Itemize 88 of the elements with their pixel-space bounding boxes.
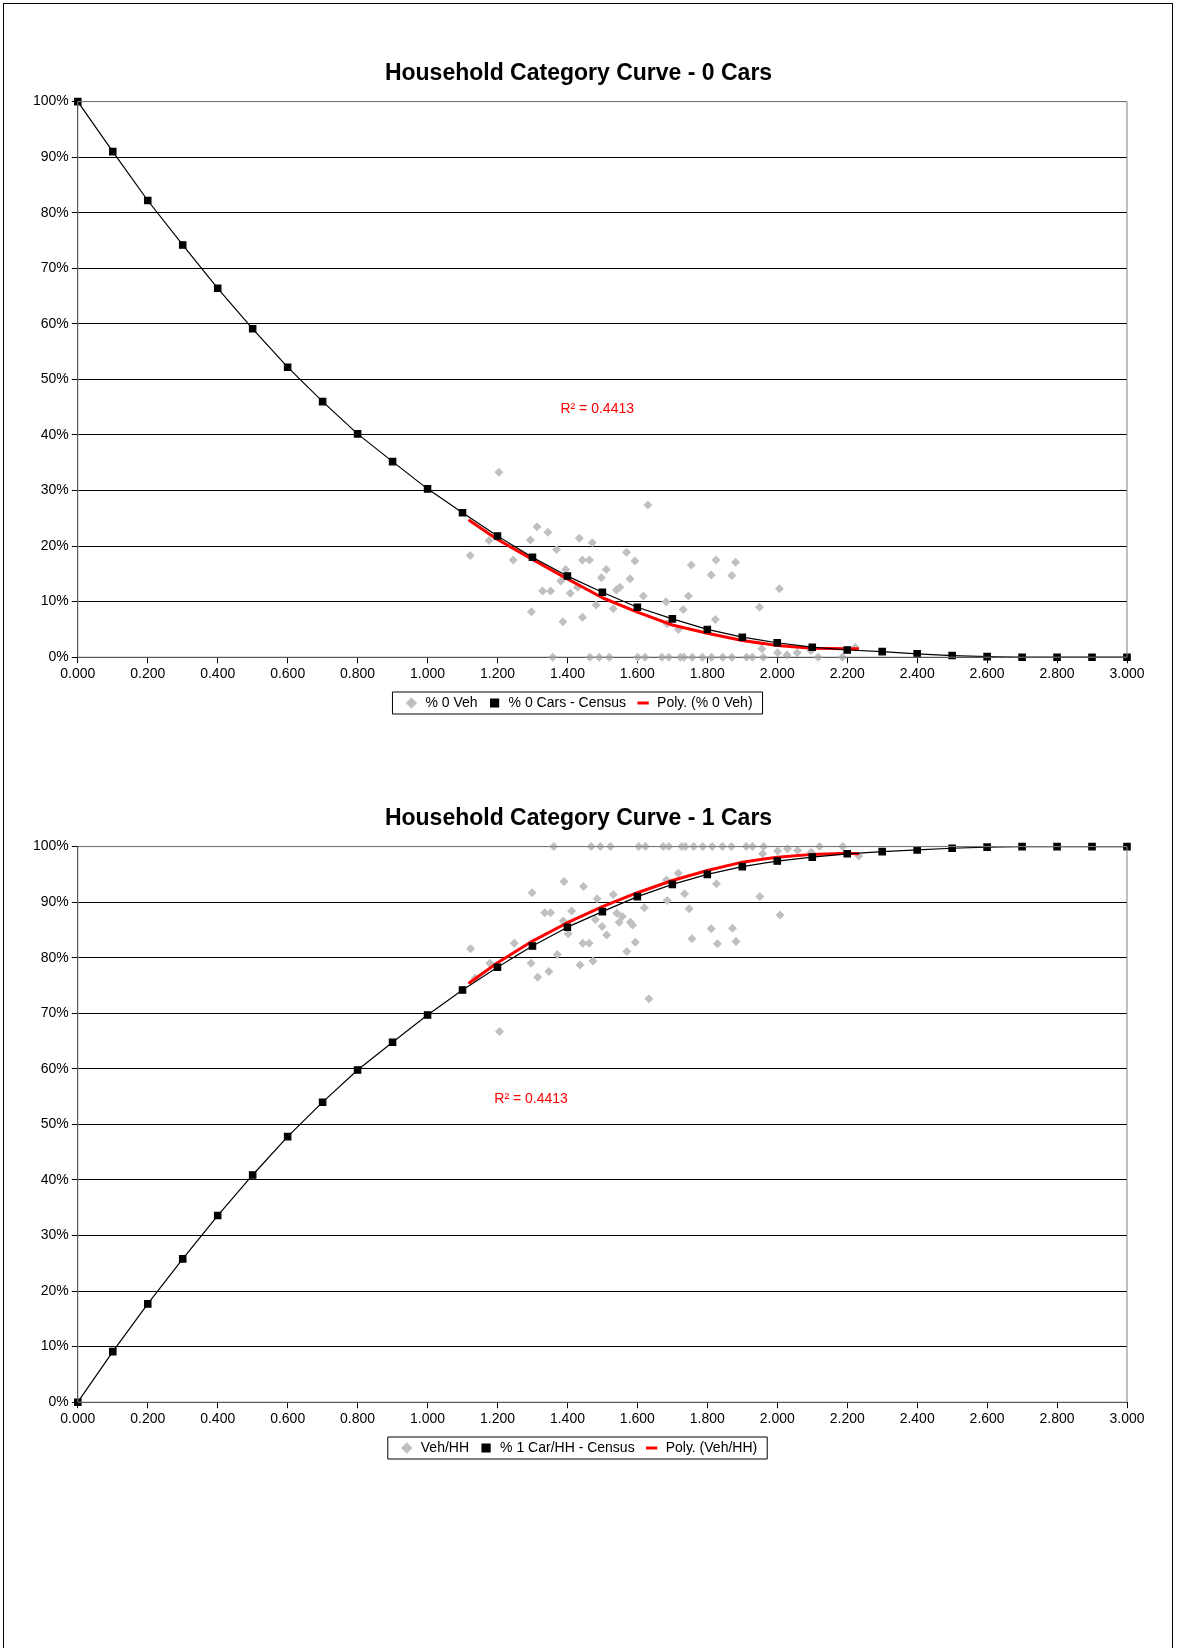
x-tick-label: 0.200 xyxy=(130,665,166,682)
point xyxy=(913,650,921,658)
x-tick-label: 0.400 xyxy=(200,665,236,682)
y-tick-label: 30% xyxy=(40,481,69,498)
y-tick-label: 90% xyxy=(40,893,69,910)
x-tick-label: 2.200 xyxy=(829,665,865,682)
x-tick-label: 0.200 xyxy=(130,1410,166,1427)
y-tick-label: 30% xyxy=(40,1226,69,1243)
legend-label: % 1 Car/HH - Census xyxy=(500,1438,635,1455)
legend-label: Veh/HH xyxy=(420,1438,470,1455)
point xyxy=(703,625,712,634)
x-tick-label: 1.600 xyxy=(619,665,656,682)
y-tick-label: 70% xyxy=(40,259,69,276)
x-tick-label: 2.800 xyxy=(1039,1410,1075,1427)
point xyxy=(773,638,782,647)
y-tick-label: 20% xyxy=(40,536,69,553)
point xyxy=(178,241,187,249)
x-tick-label: 2.600 xyxy=(969,665,1005,682)
point xyxy=(878,647,886,656)
y-tick-label: 0% xyxy=(48,1393,69,1410)
y-tick-label: 10% xyxy=(40,1337,69,1354)
x-tick-label: 1.000 xyxy=(410,1410,446,1427)
x-tick-label: 2.800 xyxy=(1039,665,1075,682)
y-tick-label: 90% xyxy=(40,148,69,165)
point xyxy=(808,643,817,651)
point xyxy=(598,588,607,596)
y-tick-label: 0% xyxy=(48,648,69,665)
y-tick-label: 20% xyxy=(40,1281,69,1298)
x-tick-label: 1.000 xyxy=(410,665,446,682)
x-tick-label: 3.000 xyxy=(1109,665,1145,682)
point xyxy=(738,633,747,641)
x-tick-label: 2.200 xyxy=(829,1410,865,1427)
x-tick-label: 1.200 xyxy=(479,1410,516,1427)
x-tick-label: 0.800 xyxy=(340,1410,376,1427)
point xyxy=(528,553,537,561)
legend-label: Poly. (Veh/HH) xyxy=(665,1438,758,1455)
legend-label: % 0 Cars - Census xyxy=(508,693,627,710)
x-tick-label: 1.400 xyxy=(549,1410,586,1427)
chart-title: Household Category Curve - 1 Cars xyxy=(384,804,773,831)
legend-label: % 0 Veh xyxy=(425,693,478,710)
x-tick-label: 3.000 xyxy=(1109,1410,1145,1427)
y-tick-label: 100% xyxy=(32,92,69,109)
x-tick-label: 1.600 xyxy=(619,1410,656,1427)
x-tick-label: 0.600 xyxy=(270,665,306,682)
point xyxy=(1018,653,1026,661)
point xyxy=(633,603,642,611)
point xyxy=(248,325,257,333)
point xyxy=(843,646,851,654)
point xyxy=(283,363,292,371)
legend-label: Poly. (% 0 Veh) xyxy=(657,693,753,710)
x-tick-label: 2.400 xyxy=(899,1410,935,1427)
annotation: R² = 0.4413 xyxy=(560,399,635,416)
point xyxy=(143,196,152,205)
x-tick-label: 1.400 xyxy=(549,665,586,682)
y-tick-label: 10% xyxy=(40,592,69,609)
x-tick-label: 0.800 xyxy=(340,665,376,682)
x-tick-label: 2.400 xyxy=(899,665,935,682)
point xyxy=(213,284,222,293)
point xyxy=(493,532,502,540)
x-tick-label: 2.000 xyxy=(759,665,795,682)
x-tick-label: 1.200 xyxy=(479,665,516,682)
point xyxy=(668,615,677,623)
y-tick-label: 70% xyxy=(40,1004,69,1021)
x-tick-label: 1.800 xyxy=(689,665,726,682)
y-tick-label: 40% xyxy=(40,1170,69,1187)
x-tick-label: 1.800 xyxy=(689,1410,726,1427)
y-tick-label: 80% xyxy=(40,203,69,220)
y-tick-label: 100% xyxy=(32,837,69,854)
y-tick-label: 60% xyxy=(40,314,69,331)
x-tick-label: 0.000 xyxy=(60,665,96,682)
x-tick-label: 0.600 xyxy=(270,1410,306,1427)
point xyxy=(458,508,467,517)
point xyxy=(1053,653,1061,661)
y-tick-label: 50% xyxy=(40,370,69,387)
x-tick-label: 0.000 xyxy=(60,1410,96,1427)
x-tick-label: 0.400 xyxy=(200,1410,236,1427)
x-tick-label: 2.600 xyxy=(969,1410,1005,1427)
y-tick-label: 50% xyxy=(40,1115,69,1132)
point xyxy=(353,430,362,438)
point xyxy=(423,485,432,493)
point xyxy=(1088,653,1096,661)
y-tick-label: 80% xyxy=(40,948,69,965)
y-tick-label: 40% xyxy=(40,425,69,442)
point xyxy=(109,147,117,156)
x-tick-label: 2.000 xyxy=(759,1410,795,1427)
point xyxy=(563,572,572,580)
chart-title: Household Category Curve - 0 Cars xyxy=(384,59,773,86)
y-tick-label: 60% xyxy=(40,1059,69,1076)
